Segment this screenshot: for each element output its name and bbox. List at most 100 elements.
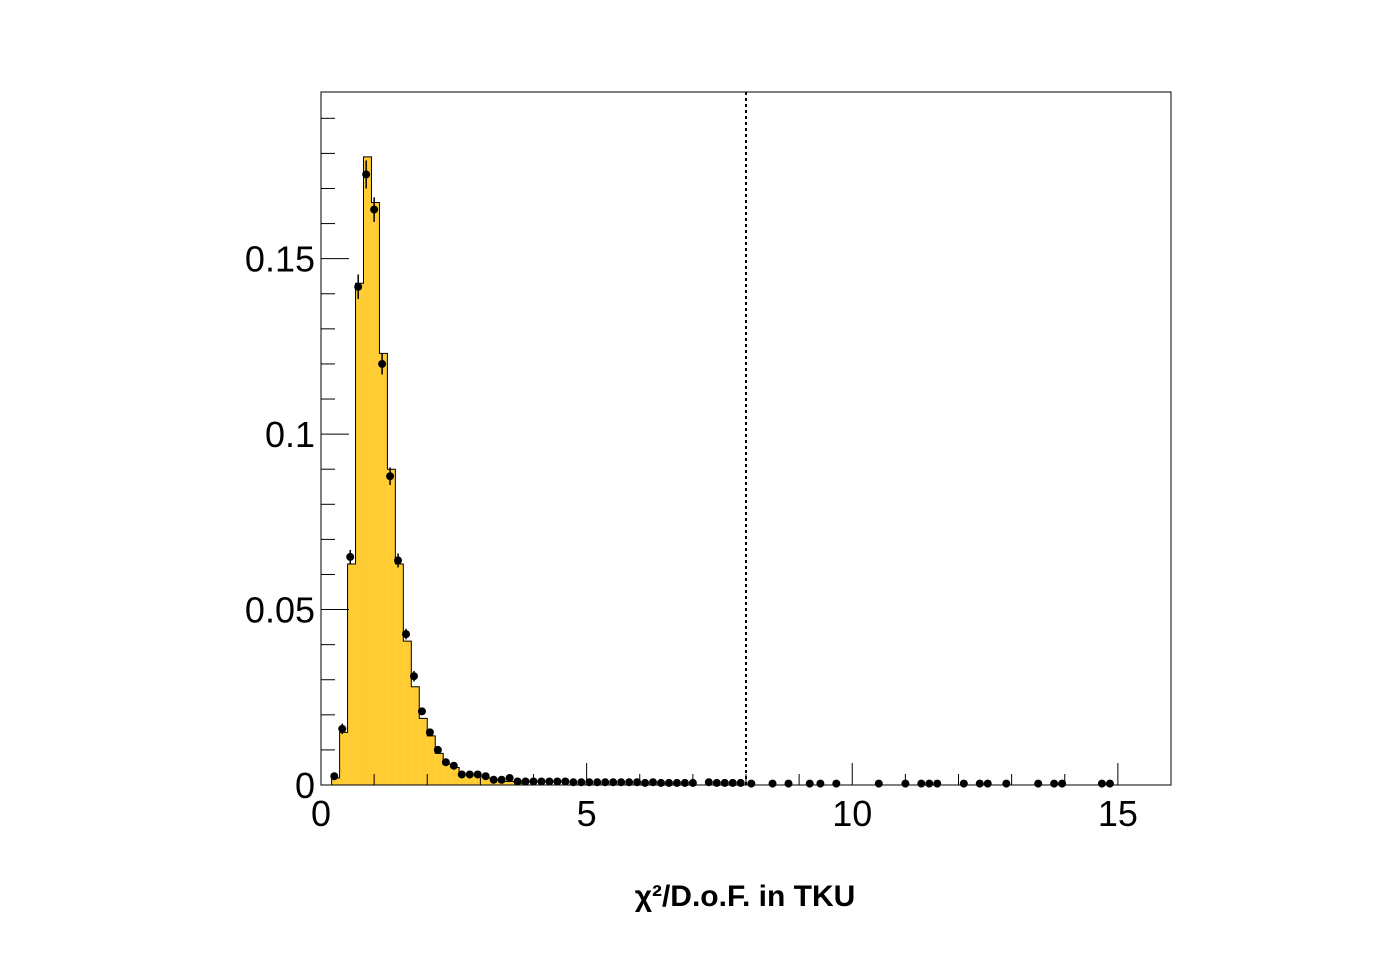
data-point [784,779,793,788]
data-point [370,205,379,214]
data-point [489,775,498,784]
axis-ticks-layer [320,117,1172,786]
histogram-bar [459,774,468,785]
data-point [569,778,578,787]
y-tick-label: 0 [295,765,315,806]
data-point [378,359,387,368]
data-points-layer [330,160,1114,788]
data-point [545,777,554,786]
histogram-bar [339,732,348,785]
data-point [609,778,618,787]
data-point [959,779,968,788]
data-point [712,778,721,787]
tick-labels-layer: 0 5 10 15 0 0.05 0.1 0.15 [245,239,1138,834]
data-point [1058,779,1067,788]
data-point [441,758,450,767]
x-tick-label: 5 [577,793,597,834]
data-point [537,777,546,786]
data-point [768,779,777,788]
data-point [330,772,339,781]
data-point [457,770,466,779]
data-point [449,761,458,770]
histogram-bar [371,202,380,785]
x-axis-title: χ²/D.o.F. in TKU [635,880,856,913]
histogram-bar [483,777,491,785]
data-point [577,778,586,787]
histogram-bar [347,563,356,785]
data-point [720,778,729,787]
data-point [362,170,371,179]
data-point [736,778,745,787]
data-point [975,779,984,788]
data-point [417,707,426,716]
histogram-bar [475,776,484,785]
data-point [657,778,665,787]
data-point [625,778,634,787]
histogram-bar [427,735,436,785]
histogram-bar [435,753,444,785]
data-point [664,778,673,787]
data-point [1034,779,1043,788]
data-point [481,772,490,781]
data-point [497,775,506,784]
data-point [425,728,434,737]
histogram-bar [506,781,515,785]
histogram-bar [403,641,412,785]
y-tick-label: 0.15 [245,239,315,280]
data-point [585,778,594,787]
histogram-bar [355,283,364,785]
data-point [649,778,658,787]
data-point [465,770,474,779]
data-point [433,745,442,754]
data-point [633,778,642,787]
data-point [1097,779,1106,788]
y-tick-label: 0.1 [265,414,315,455]
data-point [561,777,570,786]
data-point [553,777,562,786]
data-point [617,778,626,787]
data-point [386,472,395,481]
x-tick-label: 0 [311,793,331,834]
data-point [672,778,681,787]
histogram-bar [395,563,404,785]
data-point [338,724,347,733]
data-point [832,779,841,788]
histogram-bar [443,763,452,785]
histogram-bar [467,774,476,785]
data-point [816,779,825,788]
histogram-bar [419,718,428,785]
data-point [473,770,482,779]
data-point [680,778,689,787]
data-point [874,779,883,788]
data-point [593,778,602,787]
data-point [1002,779,1011,788]
histogram-bar [363,156,372,785]
data-point [933,779,942,788]
x-tick-label: 10 [832,793,872,834]
x-tick-label: 15 [1098,793,1138,834]
data-point [925,779,934,788]
data-point [747,779,756,788]
histogram-layer [331,156,524,785]
y-tick-label: 0.05 [245,590,315,631]
data-point [394,556,403,565]
data-point [513,777,522,786]
data-point [354,282,363,291]
data-point [409,672,418,681]
histogram-bar [331,777,340,785]
data-point [704,778,713,787]
data-point [1105,779,1114,788]
data-point [521,777,530,786]
data-point [728,778,737,787]
histogram-bar [387,469,396,785]
data-point [402,630,410,639]
data-point [641,778,650,787]
histogram-bar [411,686,420,785]
data-point [917,779,926,788]
data-point [601,778,610,787]
data-point [983,779,992,788]
histogram-bar [379,353,388,785]
data-point [505,773,514,782]
